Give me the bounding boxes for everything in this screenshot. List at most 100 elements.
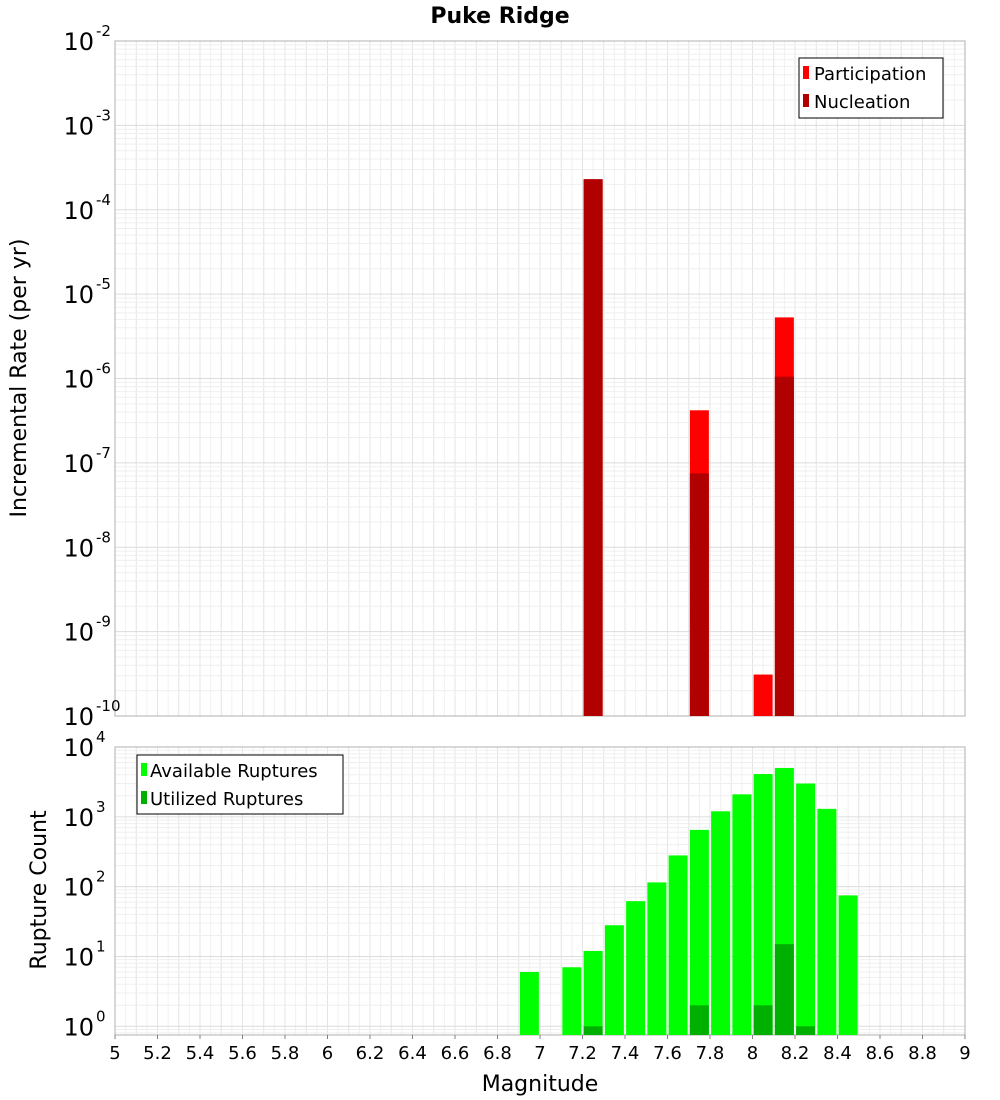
bottom-y-tick-label: 10 2 bbox=[63, 868, 105, 902]
bar-available-ruptures bbox=[604, 925, 624, 1035]
x-axis-label: Magnitude bbox=[482, 1072, 599, 1097]
bar-utilized-ruptures bbox=[774, 944, 794, 1035]
top-y-tick-label: 10 -3 bbox=[63, 106, 111, 140]
top-y-tick-label-base: 10 bbox=[63, 619, 94, 647]
top-gridlines bbox=[115, 40, 965, 717]
x-tick-label: 7.2 bbox=[568, 1043, 597, 1064]
top-y-tick-label-base: 10 bbox=[63, 281, 94, 309]
top-y-tick-label-exponent: -9 bbox=[96, 613, 111, 631]
top-legend-box bbox=[798, 57, 944, 119]
bar-nucleation bbox=[583, 179, 603, 716]
top-y-tick-label-exponent: -7 bbox=[96, 444, 111, 462]
x-tick-label: 8.2 bbox=[781, 1043, 810, 1064]
top-y-tick-label-base: 10 bbox=[63, 112, 94, 140]
x-tick-label: 6.4 bbox=[398, 1043, 427, 1064]
top-y-tick-label-exponent: -4 bbox=[96, 191, 111, 209]
x-tick-label: 7.4 bbox=[611, 1043, 640, 1064]
top-y-tick-label-base: 10 bbox=[63, 197, 94, 225]
x-tick-label: 8.4 bbox=[823, 1043, 852, 1064]
bar-available-ruptures bbox=[817, 808, 837, 1035]
bottom-y-axis-label: Rupture Count bbox=[27, 810, 52, 970]
bar-utilized-ruptures bbox=[583, 1026, 603, 1035]
bottom-y-tick-label-base: 10 bbox=[63, 1013, 94, 1041]
legend-swatch-nucleation bbox=[803, 94, 809, 107]
x-tick-label: 7.6 bbox=[653, 1043, 682, 1064]
top-y-tick-label: 10 -5 bbox=[63, 275, 111, 309]
top-y-tick-label-exponent: -8 bbox=[96, 528, 111, 546]
x-tick-label: 5 bbox=[109, 1043, 120, 1064]
top-bars bbox=[583, 179, 794, 716]
x-tick-label: 8.6 bbox=[866, 1043, 895, 1064]
bottom-y-tick-label-exponent: 2 bbox=[96, 868, 106, 886]
top-plot-frame bbox=[114, 40, 966, 717]
top-y-tick-label-base: 10 bbox=[63, 450, 94, 478]
top-y-tick-label: 10 -7 bbox=[63, 444, 111, 478]
bar-available-ruptures bbox=[732, 794, 752, 1035]
bottom-bars bbox=[519, 768, 858, 1035]
bottom-y-tick-label: 10 0 bbox=[63, 1007, 105, 1041]
bottom-y-tick-label-exponent: 3 bbox=[96, 798, 106, 816]
bar-utilized-ruptures bbox=[689, 1005, 709, 1035]
x-ticks: 5 5.2 5.4 5.6 5.8 6 6.2 6.4 6.6 6.8 7 7.2 7.4 7.6 7.8 8… bbox=[109, 1035, 971, 1064]
bar-available-ruptures bbox=[668, 855, 688, 1035]
x-tick-label: 8 bbox=[747, 1043, 758, 1064]
top-y-tick-label: 10 -4 bbox=[63, 191, 111, 225]
bottom-y-tick-label-base: 10 bbox=[63, 804, 94, 832]
bar-utilized-ruptures bbox=[753, 1005, 773, 1035]
x-tick-label: 9 bbox=[959, 1043, 970, 1064]
bar-available-ruptures bbox=[711, 811, 731, 1035]
legend-label-nucleation: Nucleation bbox=[814, 92, 910, 113]
bar-available-ruptures bbox=[838, 895, 858, 1035]
top-y-tick-label-exponent: -5 bbox=[96, 275, 111, 293]
bottom-y-tick-label: 10 4 bbox=[63, 728, 105, 762]
bar-nucleation bbox=[689, 473, 709, 716]
legend-label-available: Available Ruptures bbox=[150, 761, 318, 782]
bar-available-ruptures bbox=[647, 882, 667, 1035]
bottom-y-tick-label-exponent: 1 bbox=[96, 937, 106, 955]
top-y-tick-label-base: 10 bbox=[63, 28, 94, 56]
top-y-tick-label: 10 -6 bbox=[63, 360, 111, 394]
x-tick-label: 8.8 bbox=[908, 1043, 937, 1064]
legend-label-utilized: Utilized Ruptures bbox=[150, 789, 303, 810]
top-y-tick-label: 10 -9 bbox=[63, 613, 111, 647]
bottom-legend: Available Ruptures Utilized Ruptures bbox=[136, 754, 344, 815]
top-y-tick-label-exponent: -2 bbox=[96, 22, 111, 40]
bottom-y-tick-label: 10 3 bbox=[63, 798, 105, 832]
x-tick-label: 5.4 bbox=[186, 1043, 215, 1064]
bar-available-ruptures bbox=[583, 950, 603, 1035]
x-tick-label: 6.6 bbox=[441, 1043, 470, 1064]
bottom-y-tick-label-exponent: 4 bbox=[96, 728, 106, 746]
bottom-y-tick-label-exponent: 0 bbox=[96, 1007, 106, 1025]
x-tick-label: 7 bbox=[534, 1043, 545, 1064]
x-tick-label: 6.8 bbox=[483, 1043, 512, 1064]
legend-label-participation: Participation bbox=[814, 64, 926, 85]
top-y-tick-label-exponent: -6 bbox=[96, 360, 111, 378]
top-y-tick-label-base: 10 bbox=[63, 366, 94, 394]
legend-swatch-participation bbox=[803, 66, 809, 79]
x-tick-label: 7.8 bbox=[696, 1043, 725, 1064]
top-y-tick-label-exponent: -3 bbox=[96, 106, 111, 124]
top-y-axis-label: Incremental Rate (per yr) bbox=[7, 239, 32, 518]
bar-available-ruptures bbox=[562, 967, 582, 1035]
top-y-tick-label: 10 -2 bbox=[63, 22, 111, 56]
bar-available-ruptures bbox=[626, 901, 646, 1035]
bottom-y-tick-label-base: 10 bbox=[63, 874, 94, 902]
top-y-tick-label-base: 10 bbox=[63, 703, 94, 731]
bar-nucleation bbox=[774, 376, 794, 716]
top-y-tick-label-exponent: -10 bbox=[96, 697, 121, 715]
bar-available-ruptures bbox=[753, 774, 773, 1035]
top-y-tick-label: 10 -10 bbox=[63, 697, 120, 731]
bar-participation bbox=[753, 674, 773, 716]
bottom-y-tick-label-base: 10 bbox=[63, 734, 94, 762]
x-tick-label: 6 bbox=[322, 1043, 333, 1064]
bottom-y-tick-label-base: 10 bbox=[63, 943, 94, 971]
bar-available-ruptures bbox=[689, 829, 709, 1035]
x-tick-label: 6.2 bbox=[356, 1043, 385, 1064]
bar-available-ruptures bbox=[519, 971, 539, 1035]
bar-utilized-ruptures bbox=[796, 1026, 816, 1035]
top-legend: Participation Nucleation bbox=[798, 57, 944, 119]
bar-available-ruptures bbox=[796, 783, 816, 1035]
